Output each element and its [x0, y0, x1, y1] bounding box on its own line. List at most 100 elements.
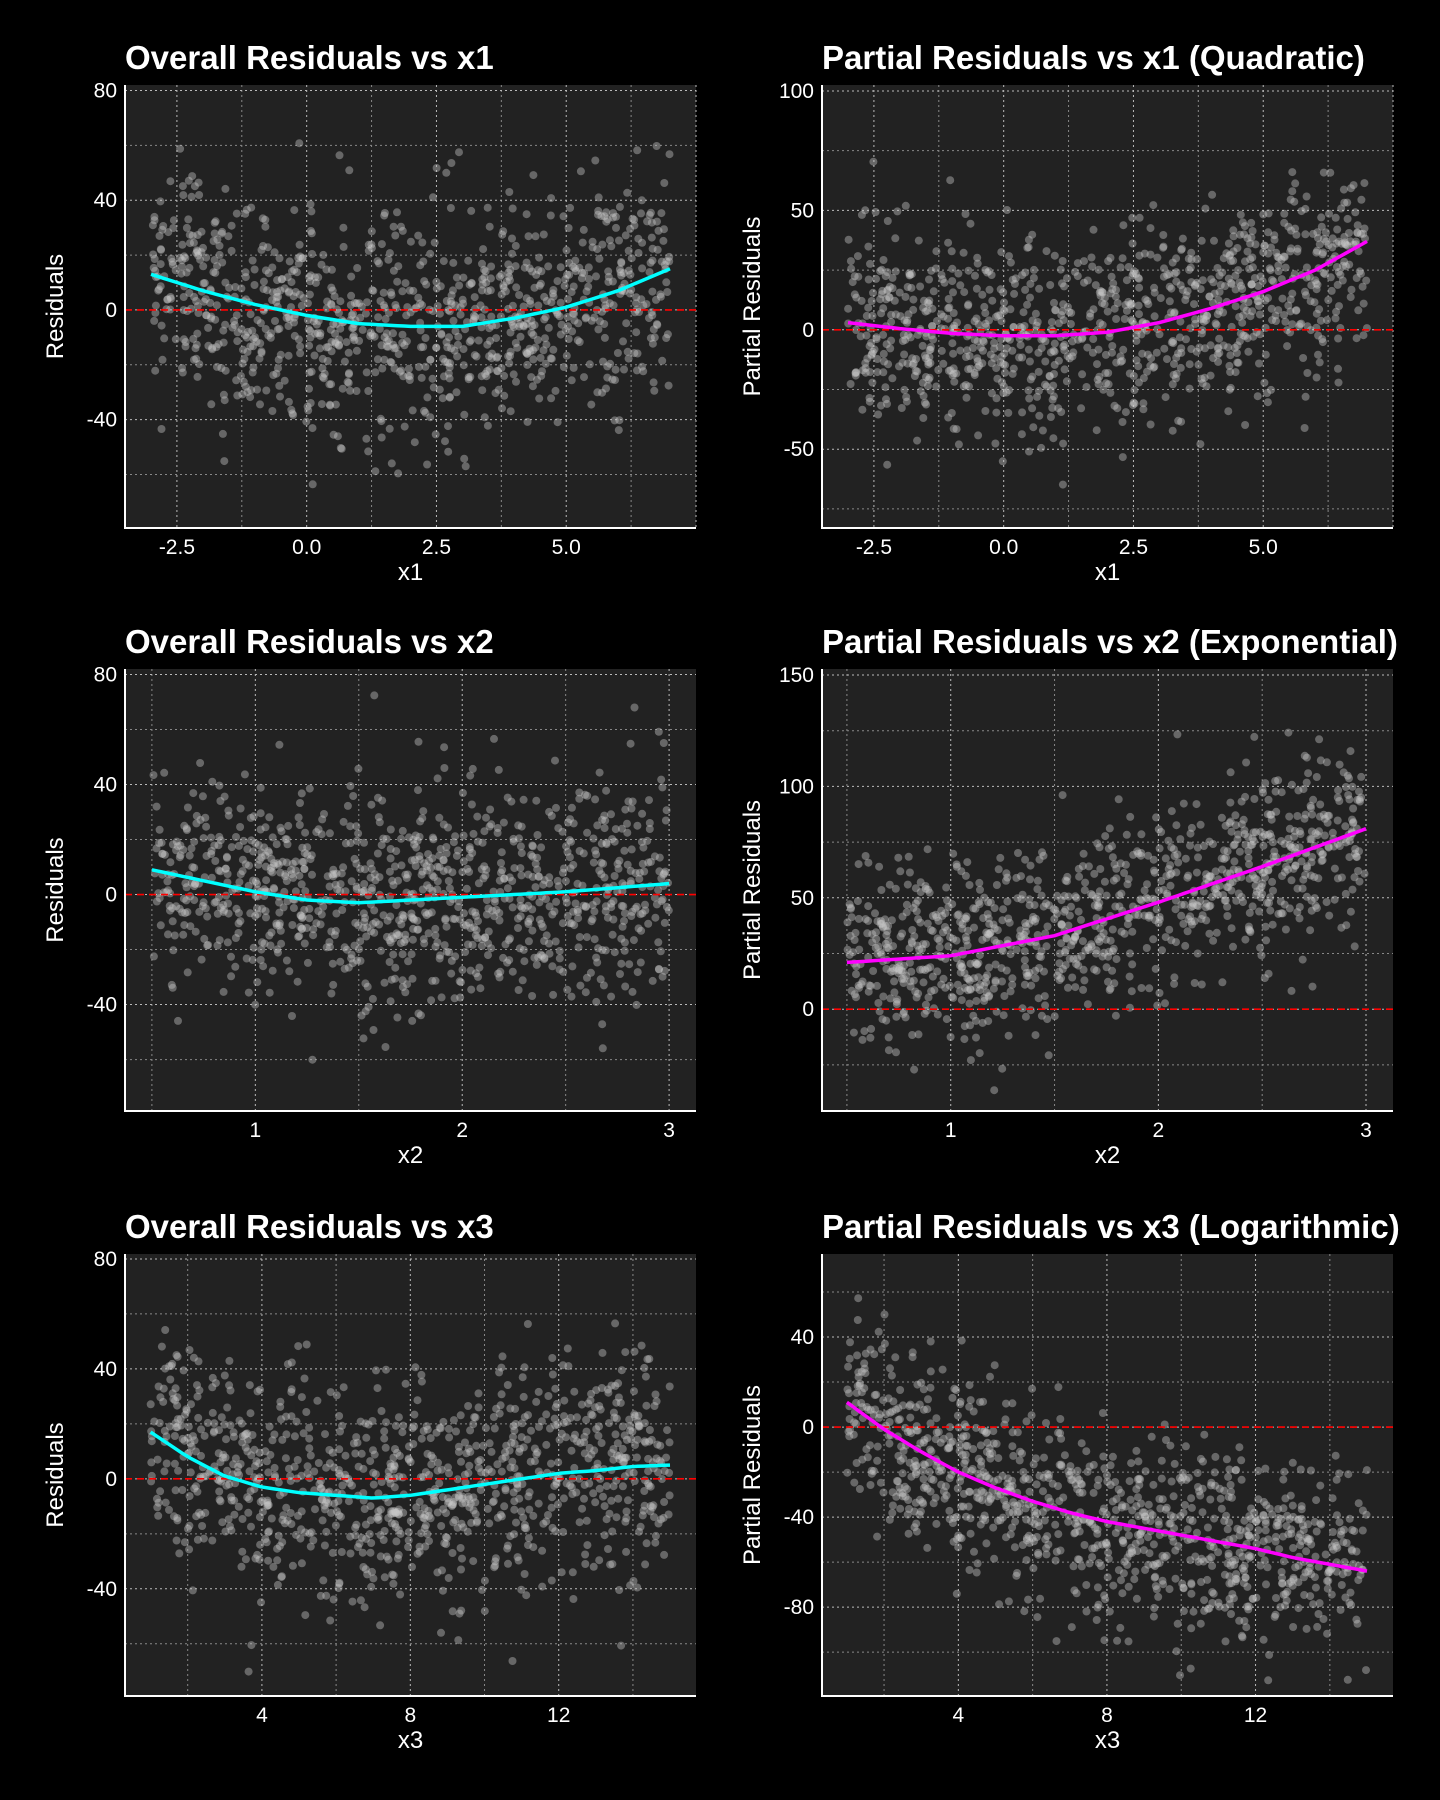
data-point: [253, 904, 261, 913]
data-point: [939, 359, 948, 368]
data-point: [1172, 369, 1181, 378]
data-point: [1196, 820, 1205, 829]
data-point: [547, 1576, 556, 1585]
data-point: [1101, 935, 1110, 944]
data-point: [212, 897, 221, 906]
data-point: [349, 333, 358, 342]
data-point: [1285, 824, 1294, 833]
data-point: [605, 236, 614, 245]
data-point: [876, 267, 885, 275]
data-point: [496, 967, 505, 976]
data-point: [1078, 370, 1087, 379]
data-point: [308, 250, 316, 258]
data-point: [642, 1539, 651, 1548]
data-point: [1025, 447, 1033, 456]
data-point: [1300, 424, 1309, 432]
data-point: [999, 1011, 1008, 1020]
data-point: [327, 283, 336, 292]
data-point: [877, 919, 886, 928]
data-point: [910, 1065, 919, 1074]
data-point: [280, 376, 289, 385]
data-point: [660, 966, 669, 975]
data-point: [333, 885, 342, 894]
data-point: [490, 912, 499, 921]
data-point: [1037, 443, 1046, 452]
data-point: [1302, 892, 1311, 901]
data-point: [323, 872, 332, 881]
data-point: [1048, 403, 1057, 412]
data-point: [341, 839, 350, 848]
data-point: [1284, 834, 1293, 843]
data-point: [1301, 204, 1310, 213]
data-point: [1090, 901, 1099, 910]
data-point: [1245, 264, 1254, 273]
data-point: [1106, 936, 1115, 945]
data-point: [291, 857, 300, 866]
data-point: [606, 359, 615, 368]
data-point: [1201, 204, 1210, 213]
data-point: [305, 341, 314, 350]
data-point: [1081, 878, 1090, 887]
data-point: [1202, 382, 1211, 391]
data-point: [1283, 342, 1292, 351]
data-point: [984, 992, 993, 1001]
data-point: [900, 350, 909, 359]
data-point: [1226, 257, 1235, 266]
data-point: [952, 862, 961, 871]
data-point: [846, 257, 855, 266]
data-point: [288, 1012, 296, 1020]
data-point: [166, 858, 175, 867]
data-point: [422, 1422, 431, 1431]
data-point: [969, 344, 977, 352]
data-point: [1102, 963, 1111, 972]
data-point: [941, 923, 949, 931]
data-point: [1036, 953, 1045, 961]
data-point: [246, 310, 255, 319]
data-point: [598, 307, 606, 316]
data-point: [1277, 255, 1286, 264]
chart-title: Overall Residuals vs x2: [125, 623, 494, 660]
data-point: [474, 1389, 483, 1398]
data-point: [1219, 254, 1228, 263]
data-point: [505, 276, 514, 285]
data-point: [219, 907, 228, 916]
data-point: [449, 838, 458, 847]
data-point: [1067, 308, 1076, 317]
data-point: [462, 1449, 471, 1458]
data-point: [551, 386, 560, 395]
data-point: [1288, 168, 1297, 177]
data-point: [520, 957, 529, 966]
data-point: [919, 391, 928, 400]
data-point: [152, 802, 161, 811]
data-point: [409, 914, 417, 923]
data-point: [903, 316, 912, 325]
data-point: [615, 856, 624, 865]
data-point: [1244, 347, 1253, 356]
data-point: [1137, 984, 1146, 992]
data-point: [1288, 187, 1297, 196]
data-point: [962, 936, 971, 945]
data-point: [617, 1641, 626, 1650]
data-point: [1014, 849, 1022, 857]
data-point: [439, 820, 448, 829]
data-point: [971, 271, 979, 280]
data-point: [525, 344, 534, 353]
data-point: [244, 988, 253, 997]
data-point: [348, 959, 357, 968]
data-point: [150, 1417, 159, 1426]
data-point: [297, 911, 305, 920]
data-point: [282, 877, 291, 886]
data-point: [595, 317, 604, 326]
data-point: [864, 242, 873, 251]
data-point: [1280, 253, 1289, 261]
data-point: [1172, 268, 1181, 277]
data-point: [218, 258, 227, 267]
data-point: [153, 1494, 161, 1503]
data-point: [1262, 936, 1271, 945]
data-point: [1031, 966, 1040, 975]
data-point: [1213, 344, 1222, 353]
data-point: [1186, 829, 1195, 838]
data-point: [1230, 343, 1239, 352]
data-point: [638, 1511, 647, 1520]
data-point: [593, 245, 602, 254]
